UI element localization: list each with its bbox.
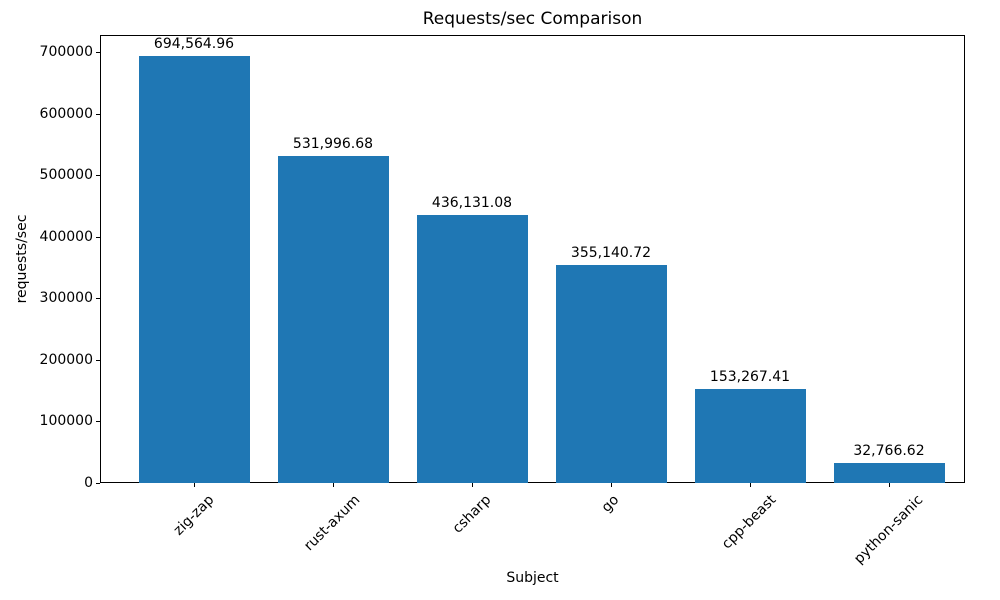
bar-value-label: 436,131.08 <box>431 195 513 212</box>
y-tick-mark <box>96 236 100 238</box>
x-tick-label: rust-axum <box>301 492 364 555</box>
bar-value-label: 531,996.68 <box>292 136 374 153</box>
x-tick-label: go <box>598 492 623 516</box>
bar-rust-axum <box>277 156 389 483</box>
bar-go <box>555 264 667 483</box>
y-tick-label: 400000 <box>39 228 93 245</box>
bar-python-sanic <box>833 462 945 483</box>
bar-csharp <box>416 215 528 483</box>
y-tick-label: 700000 <box>39 44 93 61</box>
y-tick-label: 300000 <box>39 290 93 307</box>
x-tick-mark <box>749 483 751 487</box>
x-tick-mark <box>888 483 890 487</box>
x-tick-label: python-sanic <box>850 492 927 568</box>
x-tick-mark <box>332 483 334 487</box>
y-tick-label: 0 <box>84 474 93 491</box>
bar-value-label: 355,140.72 <box>570 244 652 261</box>
x-axis-label: Subject <box>506 570 559 586</box>
x-tick-label: cpp-beast <box>719 492 780 553</box>
x-tick-label: csharp <box>449 492 494 537</box>
y-tick-mark <box>96 359 100 361</box>
y-tick-label: 100000 <box>39 413 93 430</box>
y-tick-mark <box>96 298 100 300</box>
x-tick-label: zig-zap <box>170 492 217 539</box>
y-tick-mark <box>96 52 100 54</box>
y-tick-label: 600000 <box>39 105 93 122</box>
bar-value-label: 153,267.41 <box>709 368 791 385</box>
y-tick-label: 500000 <box>39 167 93 184</box>
y-tick-mark <box>96 175 100 177</box>
y-tick-mark <box>96 113 100 115</box>
bar-cpp-beast <box>694 388 806 483</box>
bar-zig-zap <box>138 56 250 483</box>
bar-value-label: 694,564.96 <box>153 36 235 53</box>
y-tick-mark <box>96 482 100 484</box>
chart-title: Requests/sec Comparison <box>422 9 643 29</box>
x-tick-mark <box>193 483 195 487</box>
bar-value-label: 32,766.62 <box>853 442 925 459</box>
y-tick-mark <box>96 421 100 423</box>
y-tick-label: 200000 <box>39 351 93 368</box>
x-tick-mark <box>471 483 473 487</box>
x-tick-mark <box>610 483 612 487</box>
